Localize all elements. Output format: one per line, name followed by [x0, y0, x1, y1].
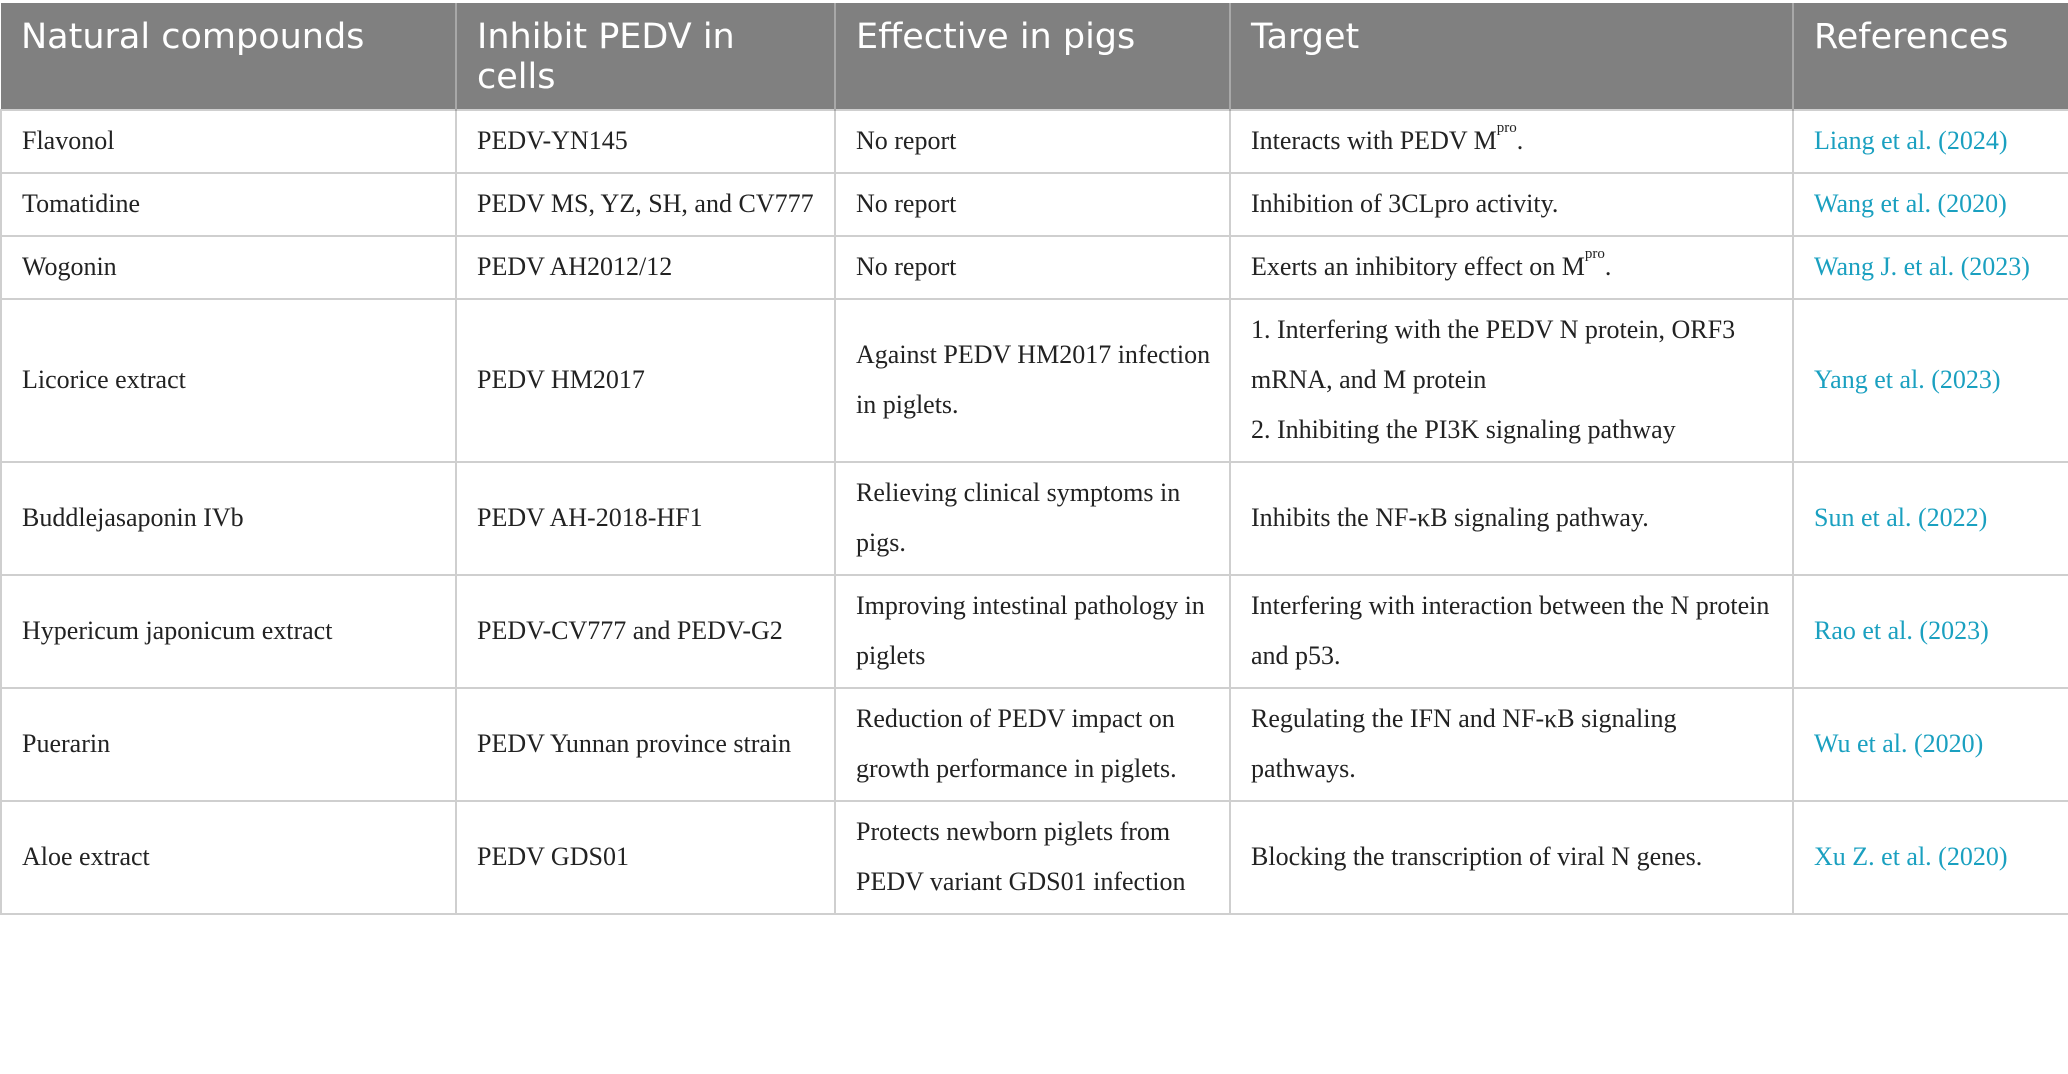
- table-row: Licorice extract PEDV HM2017 Against PEDV …: [0, 298, 2068, 463]
- table-cell: PEDV HM2017: [455, 298, 836, 463]
- table-row: Flavonol PEDV-YN145 No report Interacts wit…: [0, 109, 2068, 174]
- table-row: Aloe extract PEDV GDS01 Protects newborn p…: [0, 800, 2068, 915]
- header-cell: Target: [1229, 3, 1793, 110]
- table-cell: Exerts an inhibitory effect on Mpro.: [1229, 235, 1794, 300]
- table-cell: Aloe extract: [0, 800, 457, 915]
- table-cell: Inhibition of 3CLpro activity.: [1229, 172, 1794, 237]
- header-cell: Effective in pigs: [834, 3, 1230, 110]
- reference-cell[interactable]: Rao et al. (2023): [1792, 574, 2068, 689]
- table-cell: Reduction of PEDV impact on growth perfo…: [834, 687, 1231, 802]
- header-row: Natural compounds Inhibit PEDV in cells Ef…: [1, 3, 2068, 110]
- table-cell: Regulating the IFN and NF-κB signaling p…: [1229, 687, 1794, 802]
- table-row: Tomatidine PEDV MS, YZ, SH, and CV777 No r…: [0, 172, 2068, 237]
- table-cell: No report: [834, 109, 1231, 174]
- table-cell: Wogonin: [0, 235, 457, 300]
- table-cell: Interfering with interaction between the…: [1229, 574, 1794, 689]
- cell-text-sup: pro: [1584, 246, 1605, 262]
- table-row: Buddlejasaponin IVb PEDV AH-2018-HF1 Relie…: [0, 461, 2068, 576]
- table-cell: PEDV AH2012/12: [455, 235, 836, 300]
- header-cell: References: [1792, 3, 2068, 110]
- table-cell: PEDV GDS01: [455, 800, 836, 915]
- reference-cell[interactable]: Wu et al. (2020): [1792, 687, 2068, 802]
- cell-text-tail: .: [1604, 252, 1612, 281]
- cell-line: 1. Interfering with the PEDV N protein, …: [1251, 315, 1736, 394]
- table-row: Hypericum japonicum extract PEDV-CV777 an…: [0, 574, 2068, 689]
- table-cell: No report: [834, 172, 1231, 237]
- table-cell: Tomatidine: [0, 172, 457, 237]
- table-cell: Against PEDV HM2017 infection in piglets…: [834, 298, 1231, 463]
- table-cell: No report: [834, 235, 1231, 300]
- table-cell: Improving intestinal pathology in piglet…: [834, 574, 1231, 689]
- table-cell: PEDV-YN145: [455, 109, 836, 174]
- table-cell: Puerarin: [0, 687, 457, 802]
- reference-cell[interactable]: Wang J. et al. (2023): [1792, 235, 2068, 300]
- table-cell: Blocking the transcription of viral N ge…: [1229, 800, 1794, 915]
- table-cell: PEDV Yunnan province strain: [455, 687, 836, 802]
- table-cell: PEDV MS, YZ, SH, and CV777: [455, 172, 836, 237]
- reference-cell[interactable]: Xu Z. et al. (2020): [1792, 800, 2068, 915]
- cell-text-tail: .: [1516, 126, 1524, 155]
- table-cell: Buddlejasaponin IVb: [0, 461, 457, 576]
- reference-cell[interactable]: Yang et al. (2023): [1792, 298, 2068, 463]
- reference-cell[interactable]: Wang et al. (2020): [1792, 172, 2068, 237]
- header-cell: Inhibit PEDV in cells: [455, 3, 835, 110]
- table-cell: Protects newborn piglets from PEDV varia…: [834, 800, 1231, 915]
- reference-cell[interactable]: Liang et al. (2024): [1792, 109, 2068, 174]
- page: Natural compounds Inhibit PEDV in cells Ef…: [0, 3, 2068, 1074]
- header-cell: Natural compounds: [1, 3, 456, 110]
- cell-text-main: Interacts with PEDV M: [1251, 126, 1497, 155]
- cell-line: 2. Inhibiting the PI3K signaling pathway: [1251, 415, 1676, 444]
- cell-text-sup: pro: [1496, 120, 1517, 136]
- table-cell: Licorice extract: [0, 298, 457, 463]
- table-row: Wogonin PEDV AH2012/12 No report Exerts an …: [0, 235, 2068, 300]
- table-cell: Hypericum japonicum extract: [0, 574, 457, 689]
- table-cell: Interacts with PEDV Mpro.: [1229, 109, 1794, 174]
- table-cell: Inhibits the NF-κB signaling pathway.: [1229, 461, 1794, 576]
- table-cell: Relieving clinical symptoms in pigs.: [834, 461, 1231, 576]
- table-cell: PEDV-CV777 and PEDV-G2: [455, 574, 836, 689]
- table-cell: Flavonol: [0, 109, 457, 174]
- table-body: Flavonol PEDV-YN145 No report Interacts wit…: [0, 109, 2068, 915]
- table-row: Puerarin PEDV Yunnan province strain Reduc…: [0, 687, 2068, 802]
- table-cell: PEDV AH-2018-HF1: [455, 461, 836, 576]
- table-cell: 1. Interfering with the PEDV N protein, …: [1229, 298, 1794, 463]
- cell-text-main: Exerts an inhibitory effect on M: [1251, 252, 1585, 281]
- reference-cell[interactable]: Sun et al. (2022): [1792, 461, 2068, 576]
- compounds-table: Natural compounds Inhibit PEDV in cells Ef…: [0, 3, 2068, 915]
